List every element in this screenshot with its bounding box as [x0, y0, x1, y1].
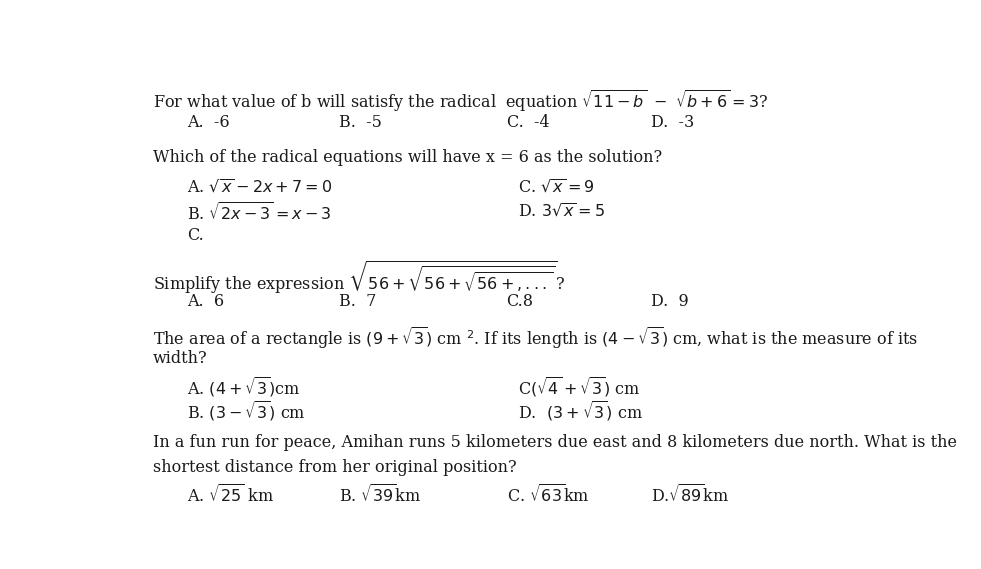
Text: B. $(3 - \sqrt{3})$ cm: B. $(3 - \sqrt{3})$ cm [187, 399, 306, 423]
Text: A.  6: A. 6 [187, 292, 225, 310]
Text: C. $\sqrt{x} = 9$: C. $\sqrt{x} = 9$ [518, 179, 594, 196]
Text: Which of the radical equations will have x = 6 as the solution?: Which of the radical equations will have… [153, 149, 662, 166]
Text: In a fun run for peace, Amihan runs 5 kilometers due east and 8 kilometers due n: In a fun run for peace, Amihan runs 5 ki… [153, 434, 957, 451]
Text: D. $3\sqrt{x} = 5$: D. $3\sqrt{x} = 5$ [518, 203, 605, 220]
Text: B.  -5: B. -5 [339, 114, 383, 131]
Text: shortest distance from her original position?: shortest distance from her original posi… [153, 459, 517, 476]
Text: D.  -3: D. -3 [651, 114, 695, 131]
Text: C.8: C.8 [506, 292, 534, 310]
Text: A. $\sqrt{x} - 2x + 7 = 0$: A. $\sqrt{x} - 2x + 7 = 0$ [187, 179, 333, 196]
Text: B. $\sqrt{2x-3} = x-3$: B. $\sqrt{2x-3} = x-3$ [187, 203, 332, 225]
Text: The area of a rectangle is $(9 + \sqrt{3})$ cm $^2$. If its length is $(4 - \sqr: The area of a rectangle is $(9 + \sqrt{3… [153, 324, 918, 351]
Text: width?: width? [153, 349, 208, 366]
Text: A. $(4 + \sqrt{3})$cm: A. $(4 + \sqrt{3})$cm [187, 375, 301, 399]
Text: D.  9: D. 9 [651, 292, 689, 310]
Text: For what value of b will satisfy the radical  equation $\sqrt{11-b}\ -\ \sqrt{b+: For what value of b will satisfy the rad… [153, 88, 768, 114]
Text: C.: C. [187, 227, 204, 244]
Text: D.$\sqrt{89}$km: D.$\sqrt{89}$km [651, 485, 729, 508]
Text: C.  -4: C. -4 [506, 114, 549, 131]
Text: B. $\sqrt{39}$km: B. $\sqrt{39}$km [339, 485, 422, 508]
Text: Simplify the expression $\sqrt{56 + \sqrt{56 + \sqrt{56+,...}}}$?: Simplify the expression $\sqrt{56 + \sqr… [153, 259, 565, 296]
Text: C. $\sqrt{63}$km: C. $\sqrt{63}$km [506, 485, 590, 508]
Text: D.  $(3 + \sqrt{3})$ cm: D. $(3 + \sqrt{3})$ cm [518, 399, 643, 423]
Text: C$(\sqrt{4} + \sqrt{3})$ cm: C$(\sqrt{4} + \sqrt{3})$ cm [518, 375, 641, 399]
Text: B.  7: B. 7 [339, 292, 377, 310]
Text: A. $\sqrt{25}$ km: A. $\sqrt{25}$ km [187, 485, 275, 508]
Text: A.  -6: A. -6 [187, 114, 230, 131]
